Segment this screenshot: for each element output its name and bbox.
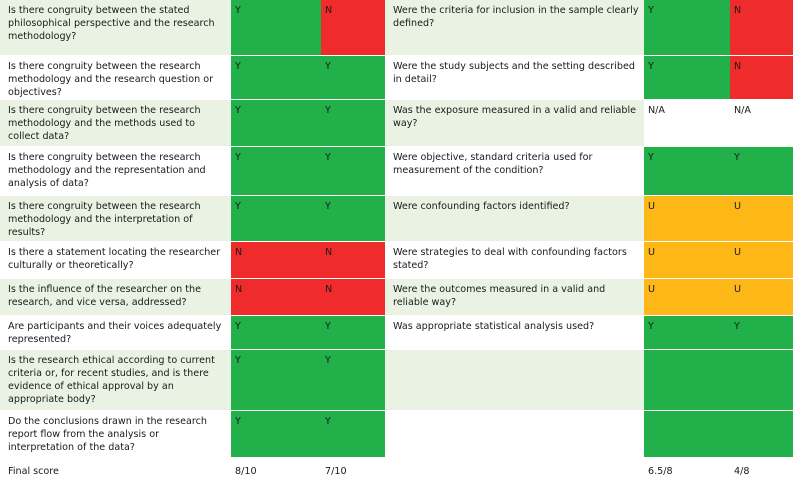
study-c-score: U	[644, 278, 730, 316]
study-d-score	[730, 349, 793, 411]
study-b-score: Y	[321, 146, 385, 196]
study-a-score: Y	[231, 55, 321, 100]
study-b-score: N	[321, 241, 385, 279]
study-d-score: U	[730, 241, 793, 279]
study-c-score	[644, 349, 730, 411]
study-a-score: Y	[231, 315, 321, 350]
study-b-score: Y	[321, 195, 385, 242]
table-row: Is there congruity between the research …	[0, 55, 793, 100]
quantitative-question: Were confounding factors identified?	[385, 195, 644, 242]
final-score-a: 8/10	[231, 457, 321, 481]
qualitative-question: Are participants and their voices adequa…	[0, 315, 231, 350]
qualitative-question: Is there congruity between the stated ph…	[0, 0, 231, 56]
table-row: Is there a statement locating the resear…	[0, 241, 793, 279]
study-d-score: N	[730, 55, 793, 100]
study-b-score: Y	[321, 315, 385, 350]
study-d-score: Y	[730, 315, 793, 350]
table-row: Do the conclusions drawn in the research…	[0, 410, 793, 458]
study-c-score	[644, 410, 730, 458]
table-row: Is there congruity between the research …	[0, 146, 793, 196]
study-d-score: N	[730, 0, 793, 56]
study-d-score: U	[730, 195, 793, 242]
study-a-score: Y	[231, 195, 321, 242]
qualitative-question: Is the influence of the researcher on th…	[0, 278, 231, 316]
quantitative-question: Was the exposure measured in a valid and…	[385, 99, 644, 147]
qualitative-question: Is the research ethical according to cur…	[0, 349, 231, 411]
study-c-score: U	[644, 195, 730, 242]
study-b-score: Y	[321, 99, 385, 147]
study-b-score: Y	[321, 55, 385, 100]
study-c-score: N/A	[644, 99, 730, 147]
study-a-score: N	[231, 278, 321, 316]
final-score-b: 7/10	[321, 457, 385, 481]
table-row: Is there congruity between the research …	[0, 195, 793, 242]
study-a-score: Y	[231, 146, 321, 196]
study-c-score: Y	[644, 146, 730, 196]
quantitative-question: Were objective, standard criteria used f…	[385, 146, 644, 196]
study-a-score: N	[231, 241, 321, 279]
final-score-c: 6.5/8	[644, 457, 730, 481]
quantitative-question	[385, 349, 644, 411]
study-b-score: Y	[321, 410, 385, 458]
table-row: Are participants and their voices adequa…	[0, 315, 793, 350]
quantitative-question: Were strategies to deal with confounding…	[385, 241, 644, 279]
table-row: Is the influence of the researcher on th…	[0, 278, 793, 316]
study-c-score: Y	[644, 0, 730, 56]
study-b-score: N	[321, 278, 385, 316]
study-c-score: U	[644, 241, 730, 279]
study-d-score: U	[730, 278, 793, 316]
qualitative-question: Do the conclusions drawn in the research…	[0, 410, 231, 458]
study-d-score	[730, 410, 793, 458]
study-a-score: Y	[231, 349, 321, 411]
study-a-score: Y	[231, 0, 321, 56]
study-d-score: N/A	[730, 99, 793, 147]
qualitative-question: Is there congruity between the research …	[0, 55, 231, 100]
quantitative-question: Were the criteria for inclusion in the s…	[385, 0, 644, 56]
qualitative-question: Is there congruity between the research …	[0, 99, 231, 147]
final-score-d: 4/8	[730, 457, 793, 481]
table-row: Is there congruity between the stated ph…	[0, 0, 793, 56]
qualitative-question: Is there congruity between the research …	[0, 195, 231, 242]
final-score-label: Final score	[0, 457, 231, 481]
quantitative-question	[385, 410, 644, 458]
qualitative-question: Is there congruity between the research …	[0, 146, 231, 196]
study-a-score: Y	[231, 99, 321, 147]
quantitative-question: Were the study subjects and the setting …	[385, 55, 644, 100]
study-b-score: Y	[321, 349, 385, 411]
study-c-score: Y	[644, 55, 730, 100]
study-a-score: Y	[231, 410, 321, 458]
study-b-score: N	[321, 0, 385, 56]
final-score-spacer	[385, 457, 644, 481]
final-score-row: Final score 8/10 7/10 6.5/8 4/8	[0, 457, 793, 481]
study-d-score: Y	[730, 146, 793, 196]
table-row: Is there congruity between the research …	[0, 99, 793, 147]
qualitative-question: Is there a statement locating the resear…	[0, 241, 231, 279]
quantitative-question: Was appropriate statistical analysis use…	[385, 315, 644, 350]
table-row: Is the research ethical according to cur…	[0, 349, 793, 411]
quantitative-question: Were the outcomes measured in a valid an…	[385, 278, 644, 316]
study-c-score: Y	[644, 315, 730, 350]
